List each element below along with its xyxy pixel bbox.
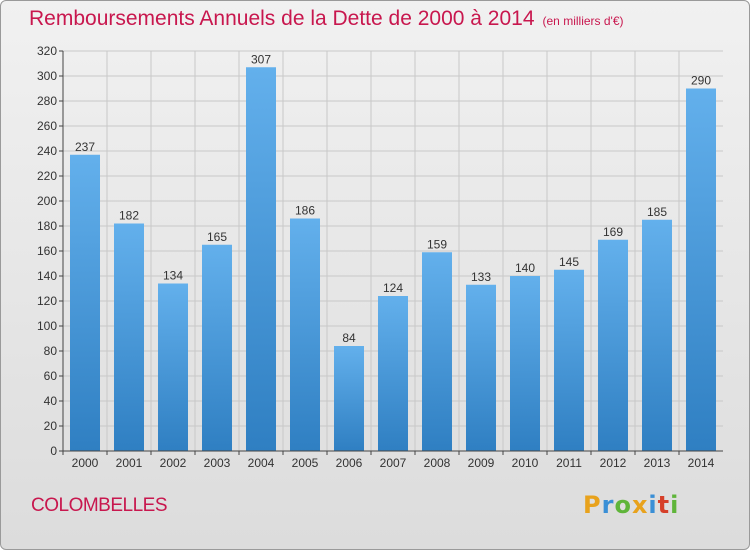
y-tick-label: 300 — [37, 69, 57, 83]
logo-letter: o — [614, 491, 632, 519]
y-tick-label: 260 — [37, 119, 57, 133]
x-tick-label: 2008 — [424, 456, 451, 470]
bar-2009 — [466, 284, 496, 451]
x-tick-label: 2010 — [512, 456, 539, 470]
bar-value-label: 290 — [691, 74, 711, 88]
x-tick-label: 2004 — [248, 456, 275, 470]
x-tick-label: 2014 — [688, 456, 715, 470]
bar-2003 — [202, 244, 232, 451]
y-tick-label: 180 — [37, 219, 57, 233]
logo-letter: t — [657, 491, 671, 519]
bar-2011 — [554, 269, 584, 451]
bar-value-label: 182 — [119, 209, 139, 223]
y-tick-label: 320 — [37, 44, 57, 58]
bar-value-label: 186 — [295, 204, 315, 218]
chart-title: Remboursements Annuels de la Dette de 20… — [29, 7, 624, 31]
y-tick-label: 80 — [44, 344, 58, 358]
bar-value-label: 84 — [342, 331, 356, 345]
bar-2010 — [510, 276, 540, 451]
bar-value-label: 124 — [383, 281, 403, 295]
x-tick-label: 2012 — [600, 456, 627, 470]
x-tick-label: 2011 — [556, 456, 582, 470]
x-tick-label: 2003 — [204, 456, 231, 470]
x-tick-label: 2009 — [468, 456, 495, 470]
x-tick-label: 2005 — [292, 456, 319, 470]
bar-2008 — [422, 252, 452, 451]
bar-value-label: 185 — [647, 205, 667, 219]
bar-2004 — [246, 67, 276, 451]
bar-2001 — [114, 223, 144, 451]
bar-value-label: 133 — [471, 270, 491, 284]
logo-letter: r — [601, 491, 615, 519]
bar-2014 — [686, 88, 716, 451]
bar-value-label: 145 — [559, 255, 579, 269]
y-tick-label: 240 — [37, 144, 57, 158]
proxiti-logo: Proxiti — [583, 491, 679, 519]
bar-2013 — [642, 219, 672, 451]
bar-value-label: 159 — [427, 237, 447, 251]
bar-value-label: 165 — [207, 230, 227, 244]
commune-name: COLOMBELLES — [31, 495, 168, 516]
bar-value-label: 237 — [75, 140, 95, 154]
y-tick-label: 120 — [37, 294, 57, 308]
chart-unit: (en milliers d'€) — [542, 14, 624, 28]
logo-letter: P — [583, 491, 602, 519]
x-tick-label: 2007 — [380, 456, 407, 470]
y-tick-label: 0 — [50, 444, 57, 458]
x-tick-label: 2006 — [336, 456, 363, 470]
bar-2012 — [598, 239, 628, 451]
axes — [59, 50, 723, 455]
labels: 0 20 40 60 80 100 120 140 160 180 200 220 240 260 280 3… — [37, 44, 715, 470]
y-tick-label: 20 — [44, 419, 58, 433]
y-tick-label: 100 — [37, 319, 57, 333]
bars — [70, 67, 716, 451]
x-tick-label: 2000 — [72, 456, 99, 470]
x-tick-label: 2002 — [160, 456, 187, 470]
y-tick-label: 40 — [44, 394, 58, 408]
y-tick-label: 140 — [37, 269, 57, 283]
y-tick-label: 200 — [37, 194, 57, 208]
bar-2000 — [70, 154, 100, 451]
bar-value-label: 307 — [251, 52, 271, 66]
x-tick-label: 2001 — [116, 456, 143, 470]
logo-letter: x — [631, 491, 649, 519]
bar-value-label: 140 — [515, 261, 535, 275]
y-tick-label: 160 — [37, 244, 57, 258]
logo-letter: i — [670, 491, 680, 519]
y-tick-label: 220 — [37, 169, 57, 183]
logo-letter: i — [648, 491, 658, 519]
x-tick-label: 2013 — [644, 456, 671, 470]
bar-2002 — [158, 283, 188, 451]
bar-value-label: 169 — [603, 225, 623, 239]
bar-value-label: 134 — [163, 269, 183, 283]
y-tick-label: 280 — [37, 94, 57, 108]
bar-2005 — [290, 218, 320, 451]
chart-title-text: Remboursements Annuels de la Dette de 20… — [29, 7, 535, 30]
bar-2006 — [334, 346, 364, 451]
bar-2007 — [378, 296, 408, 451]
y-tick-label: 60 — [44, 369, 58, 383]
